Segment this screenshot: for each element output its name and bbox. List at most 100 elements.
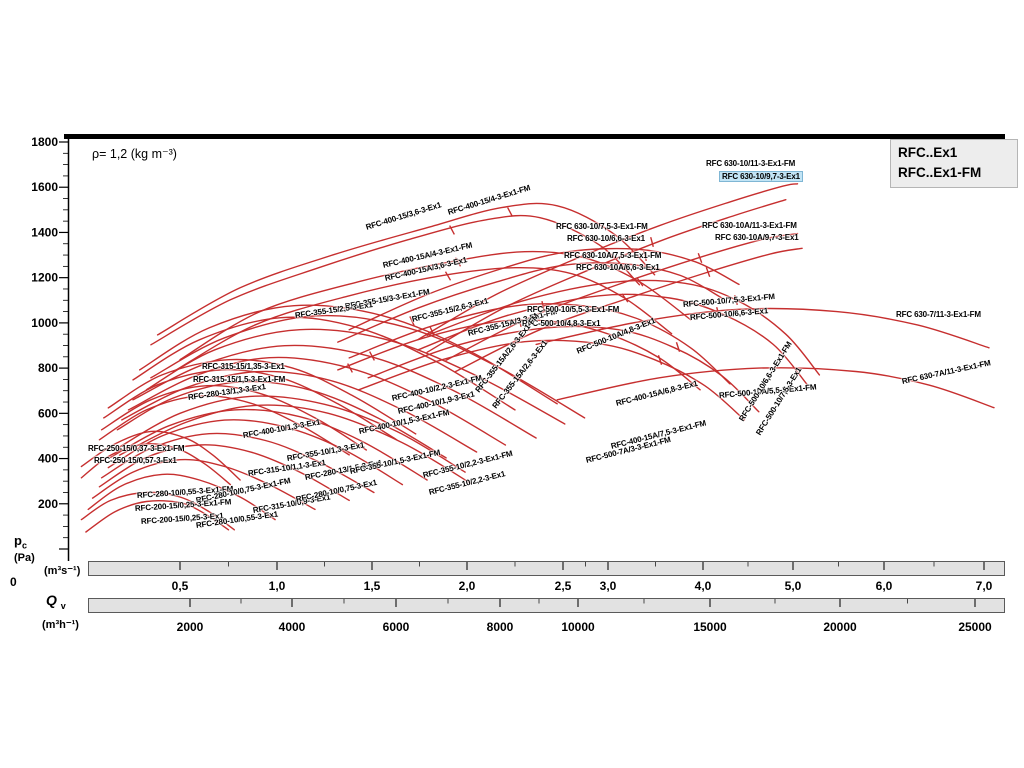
curve-limit-tick <box>636 277 644 287</box>
curve-label: RFC-500-10/4,8-3-Ex1 <box>522 319 601 328</box>
curve-label: RFC-355-10/1,3-3-Ex1 <box>286 440 365 463</box>
x-tick-label-m3h: 8000 <box>487 620 514 634</box>
fan-curve <box>91 458 316 511</box>
x-tick-label-m3h: 6000 <box>383 620 410 634</box>
curve-limit-tick <box>705 267 711 277</box>
fan-curve <box>87 473 276 521</box>
x-tick-label-m3s: 7,0 <box>976 579 993 593</box>
curve-label: RFC-400-10/1,5-3-Ex1-FM <box>358 407 451 436</box>
fan-curve <box>103 368 398 441</box>
curve-limit-tick <box>657 355 663 365</box>
legend-line-ex1-fm: RFC..Ex1-FM <box>898 165 982 181</box>
curve-label: RFC-315-10/1,1-3-Ex1 <box>247 458 327 478</box>
x-axis-unit-m3h: (m³h⁻¹) <box>42 619 79 631</box>
curve-limit-tick <box>429 326 435 336</box>
curve-label: RFC-400-15A/4-3-Ex1-FM <box>381 240 474 270</box>
curve-limit-tick <box>518 316 522 328</box>
fan-curve <box>150 214 641 346</box>
fan-curve <box>116 395 466 473</box>
curve-label: RFC-200-15/0,25-3-Ex1-FM <box>134 497 232 513</box>
y-tick-label: 1400 <box>31 225 58 239</box>
x-tick-label-m3h: 4000 <box>279 620 306 634</box>
fan-curve <box>139 304 558 405</box>
curve-label: RFC-355-15/3-3-Ex1-FM <box>344 287 431 311</box>
x-axis-unit-m3s: (m³s⁻¹) <box>44 565 81 577</box>
curve-label: RFC-355-10/1,5-3-Ex1-FM <box>349 447 442 476</box>
x-tick-label-m3s: 5,0 <box>785 579 802 593</box>
fan-curve <box>107 419 404 486</box>
curve-label: RFC-500-10/5,5-3-Ex1-FM <box>527 305 620 314</box>
curve-limit-tick <box>697 253 703 263</box>
curve-limit-tick <box>643 250 647 262</box>
curve-label: RFC 630-10A/6,6-3-Ex1 <box>576 263 660 272</box>
curve-label: RFC-355-15A/2,6-3-Ex1-FM <box>473 311 541 395</box>
curve-label: RFC-400-10/1,3-3-Ex1 <box>242 417 321 440</box>
fan-curve <box>100 432 375 494</box>
y-tick-label: 1200 <box>31 271 58 285</box>
fan-curve <box>367 325 760 413</box>
curve-label: RFC 630-10/9,7-3-Ex1 <box>719 171 803 182</box>
y-tick-label: 600 <box>38 406 58 420</box>
fan-curve <box>80 491 235 531</box>
x-tick-label-m3s: 1,0 <box>269 579 286 593</box>
fan-curve <box>80 442 232 486</box>
chart-top-border <box>64 134 1005 139</box>
fan-curve <box>132 316 516 411</box>
curve-label: RFC 630-10A/9,7-3-Ex1 <box>715 233 799 242</box>
curve-limit-tick <box>675 342 681 352</box>
y-axis-symbol-sub: c <box>21 540 27 551</box>
y-tick-label: 1800 <box>31 135 58 149</box>
curve-limit-tick <box>369 351 375 361</box>
fan-curve <box>358 339 746 421</box>
curve-label: RFC 630-10A/7,5-3-Ex1-FM <box>564 251 662 260</box>
curve-label: RFC-400-15A/3,6-3-Ex1 <box>383 255 468 283</box>
y-axis-symbol: p <box>14 533 22 548</box>
fan-curve <box>107 358 417 435</box>
curve-label: RFC-500-10/6,6-3-Ex1 <box>689 306 769 322</box>
x-tick-label-m3s: 6,0 <box>876 579 893 593</box>
fan-curve <box>132 344 537 439</box>
fan-curve <box>150 314 586 419</box>
curve-label: RFC 630-10/11-3-Ex1-FM <box>706 159 796 168</box>
curve-label: RFC-280-10/0,55-3-Ex1-FM <box>136 484 234 500</box>
curve-label: RFC 630-10/7,5-3-Ex1-FM <box>556 222 648 231</box>
fan-curve <box>98 394 350 456</box>
fan-curve <box>426 199 787 353</box>
curve-limit-tick <box>621 293 629 303</box>
curve-label: RFC-400-15/3,6-3-Ex1 <box>364 200 443 232</box>
curve-limit-tick <box>449 225 455 235</box>
y-tick-label: 200 <box>38 497 58 511</box>
x-tick-label-m3s: 1,5 <box>364 579 381 593</box>
legend-box: RFC..Ex1 RFC..Ex1-FM <box>890 139 1018 188</box>
curve-label: RFC-315-15/1,35-3-Ex1 <box>202 362 285 371</box>
curve-label: RFC 630-10A/11-3-Ex1-FM <box>702 221 797 230</box>
y-tick-label: 1000 <box>31 316 58 330</box>
flow-symbol-q: Q <box>46 592 57 608</box>
fan-curve <box>426 279 821 376</box>
y-axis-title: pc (Pa) <box>14 533 35 564</box>
y-axis-unit: (Pa) <box>14 551 35 564</box>
fan-curve <box>116 380 447 459</box>
fan-curve <box>118 404 472 485</box>
curve-label: RFC-280-10/0,55-3-Ex1 <box>195 509 279 530</box>
curve-label: RFC-250-15/0,57-3-Ex1 <box>94 456 177 465</box>
fan-curve <box>156 202 656 336</box>
x-tick-label-m3h: 2000 <box>177 620 204 634</box>
curve-label: RFC-355-15/2,6-3-Ex1 <box>410 296 490 324</box>
fan-curve <box>98 444 350 502</box>
curve-limit-tick <box>507 207 513 217</box>
fan-curve <box>121 370 478 453</box>
fan-curve <box>454 247 803 373</box>
fan-curve <box>145 328 566 425</box>
curve-label: RFC 630-10/6,6-3-Ex1 <box>567 234 645 243</box>
curve-limit-tick <box>347 363 353 373</box>
x-tick-label-m3h: 10000 <box>561 620 595 634</box>
x-tick-label-m3h: 20000 <box>823 620 857 634</box>
curve-label: RFC-500-10/7,5-3-Ex1 <box>754 365 804 437</box>
x-tick-label-m3h: 25000 <box>958 620 992 634</box>
fan-curve <box>445 232 799 361</box>
curve-label: RFC-250-15/0,37-3-Ex1-FM <box>88 444 185 453</box>
